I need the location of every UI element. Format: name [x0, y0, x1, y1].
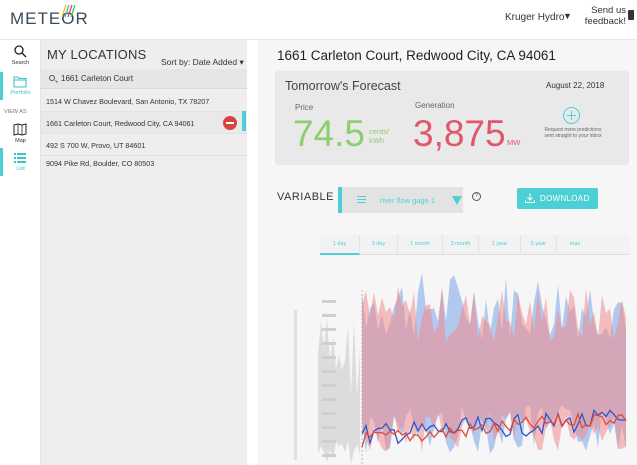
variable-label: VARIABLE	[277, 191, 334, 203]
locations-panel: MY LOCATIONS Sort by: Date Added ▾ 1661 …	[41, 40, 247, 465]
time-range-tabs: 1 day 3 day 1 month 3 month 1 year 5 yea…	[320, 235, 630, 255]
location-item-label: 1661 Carleton Court, Redwood City, CA 94…	[46, 119, 195, 128]
generation-value: 3,875	[413, 113, 506, 154]
nav-search[interactable]: Search	[0, 42, 41, 70]
selected-location-indicator	[242, 111, 246, 131]
folder-icon	[13, 76, 27, 88]
nav-search-label: Search	[11, 60, 30, 66]
tab-max[interactable]: max	[569, 241, 581, 247]
price-label: Price	[295, 103, 314, 112]
page-title: 1661 Carleton Court, Redwood City, CA 94…	[277, 48, 556, 63]
y-tick-label	[322, 440, 336, 443]
y-tick-label	[322, 370, 336, 373]
red-series-line	[361, 411, 627, 448]
generation-unit: MW	[507, 138, 521, 147]
location-item-label: 1514 W Chavez Boulevard, San Antonio, TX…	[46, 97, 210, 106]
y-tick-label	[322, 328, 336, 331]
generation-label: Generation	[415, 101, 455, 110]
request-predictions-plus-icon[interactable]	[563, 107, 580, 124]
main-content: 1661 Carleton Court, Redwood City, CA 94…	[258, 40, 637, 465]
nav-list-label: List	[16, 166, 25, 172]
forecast-chart	[294, 273, 627, 465]
tab-5-year[interactable]: 5 year	[521, 235, 557, 255]
tab-3-day[interactable]: 3 day	[360, 235, 398, 255]
y-axis-label	[294, 310, 297, 460]
y-tick-label	[322, 314, 336, 317]
variable-select-value: river flow gage 1	[380, 196, 436, 205]
remove-location-button[interactable]	[223, 116, 237, 130]
price-unit: cents/ kWh	[369, 127, 390, 145]
nav-portfolio-label: Portfolio	[10, 90, 31, 96]
nav-list[interactable]: List	[0, 148, 41, 176]
location-item-label: 9094 Pike Rd, Boulder, CO 80503	[46, 159, 155, 168]
location-search[interactable]: 1661 Carleton Court	[41, 69, 247, 89]
y-tick-label	[322, 342, 336, 345]
forecast-title: Tomorrow's Forecast	[285, 79, 401, 93]
y-tick-label	[322, 398, 336, 401]
list-item[interactable]: 1661 Carleton Court, Redwood City, CA 94…	[41, 112, 247, 134]
download-button[interactable]: DOWNLOAD	[517, 188, 598, 209]
list-item[interactable]: 492 S 700 W, Provo, UT 84601	[41, 134, 247, 156]
location-search-input[interactable]: 1661 Carleton Court	[61, 74, 134, 83]
y-tick-label	[322, 454, 336, 457]
download-label: DOWNLOAD	[540, 194, 590, 203]
help-icon[interactable]: ?	[472, 192, 481, 201]
view-as-label: VIEW AS	[4, 109, 27, 115]
menu-icon	[357, 196, 366, 203]
request-predictions-text[interactable]: Request more predictions sent straight t…	[544, 127, 602, 139]
search-icon	[14, 45, 27, 58]
y-tick-label	[322, 300, 336, 303]
y-tick-label	[322, 384, 336, 387]
dropdown-arrow-icon	[452, 196, 462, 205]
tab-1-day[interactable]: 1 day	[320, 235, 360, 255]
nav-map[interactable]: Map	[0, 120, 41, 148]
sort-dropdown[interactable]: Sort by: Date Added ▾	[161, 57, 244, 67]
left-nav: Search Portfolio VIEW AS Map List	[0, 40, 41, 465]
red-confidence-band	[362, 286, 626, 452]
variable-select[interactable]: river flow gage 1	[338, 187, 463, 213]
nav-portfolio[interactable]: Portfolio	[0, 72, 41, 100]
locations-title: MY LOCATIONS	[47, 47, 147, 62]
y-tick-label	[322, 426, 336, 429]
feedback-link[interactable]: Send us feedback!	[584, 5, 626, 27]
logo-mark-icon	[61, 4, 76, 18]
app-logo[interactable]: METEOR	[10, 9, 89, 28]
top-bar: METEOR Kruger Hydro ▼ Send us feedback!	[0, 0, 637, 40]
chart-layer	[294, 273, 627, 465]
y-tick-label	[322, 412, 336, 415]
list-icon	[14, 153, 26, 163]
tab-1-month[interactable]: 1 month	[398, 235, 443, 255]
feedback-icon[interactable]	[628, 10, 634, 20]
tab-1-year[interactable]: 1 year	[479, 235, 521, 255]
price-value: 74.5	[293, 113, 366, 154]
search-icon	[49, 75, 55, 81]
chevron-down-icon[interactable]: ▼	[563, 11, 572, 21]
forecast-date: August 22, 2018	[546, 81, 605, 90]
download-icon	[525, 193, 535, 203]
location-item-label: 492 S 700 W, Provo, UT 84601	[46, 141, 146, 150]
list-item[interactable]: 9094 Pike Rd, Boulder, CO 80503	[41, 152, 247, 174]
forecast-card: Tomorrow's Forecast August 22, 2018 Pric…	[275, 71, 629, 165]
tab-3-month[interactable]: 3 month	[443, 235, 479, 255]
map-icon	[13, 123, 27, 136]
org-selector[interactable]: Kruger Hydro	[505, 12, 565, 23]
y-tick-label	[322, 356, 336, 359]
list-item[interactable]: 1514 W Chavez Boulevard, San Antonio, TX…	[41, 90, 247, 112]
nav-map-label: Map	[15, 138, 26, 144]
